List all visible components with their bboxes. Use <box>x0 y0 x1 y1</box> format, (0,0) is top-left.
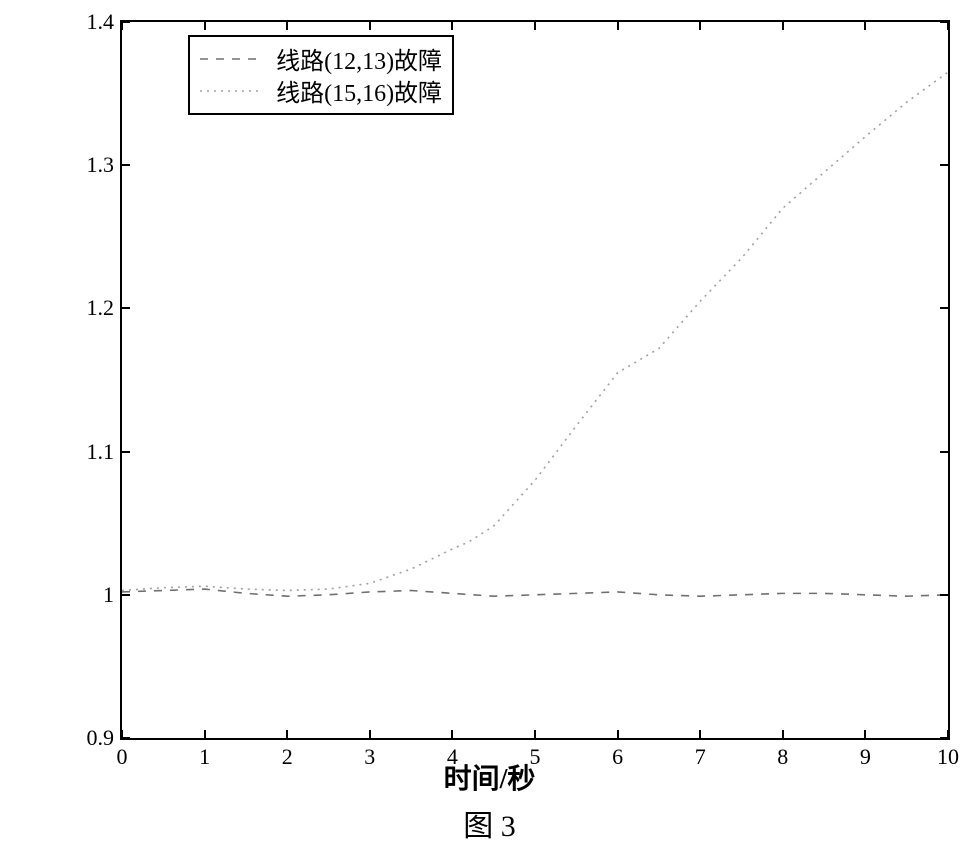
x-tick-label: 3 <box>364 744 375 770</box>
legend: 线路(12,13)故障 线路(15,16)故障 <box>188 35 454 115</box>
y-tick-label: 1 <box>103 582 114 608</box>
y-tick-label: 1.4 <box>87 9 115 35</box>
legend-swatch-2 <box>200 81 260 101</box>
x-tick-label: 7 <box>695 744 706 770</box>
legend-row-1: 线路(12,13)故障 <box>200 43 442 75</box>
x-tick-label: 9 <box>860 744 871 770</box>
plot-lines <box>122 22 948 738</box>
x-tick <box>369 22 371 30</box>
x-tick-label: 1 <box>199 744 210 770</box>
x-tick <box>204 22 206 30</box>
y-tick <box>122 737 130 739</box>
y-tick-label: 1.3 <box>87 152 115 178</box>
x-tick <box>947 22 949 30</box>
x-tick <box>121 22 123 30</box>
x-tick <box>864 730 866 738</box>
y-tick <box>122 451 130 453</box>
x-tick <box>864 22 866 30</box>
x-tick <box>451 22 453 30</box>
figure-caption: 图 3 <box>463 801 516 845</box>
x-tick-label: 2 <box>282 744 293 770</box>
x-tick <box>534 730 536 738</box>
x-tick <box>782 730 784 738</box>
series-line <box>122 589 948 596</box>
y-tick <box>940 307 948 309</box>
y-tick <box>122 164 130 166</box>
y-tick <box>940 451 948 453</box>
x-tick <box>617 730 619 738</box>
y-tick-label: 0.9 <box>87 725 115 751</box>
y-tick <box>940 164 948 166</box>
plot-area: 线路(12,13)故障 线路(15,16)故障 0.911.11.21.31.4… <box>120 20 950 740</box>
x-tick <box>699 730 701 738</box>
figure-container: 发电机转速偏差/标幺值 线路(12,13)故障 线路(15,16)故障 0.91… <box>0 0 979 851</box>
x-tick <box>451 730 453 738</box>
x-tick <box>121 730 123 738</box>
legend-label-2: 线路(15,16)故障 <box>276 73 442 108</box>
x-tick <box>699 22 701 30</box>
x-tick <box>204 730 206 738</box>
x-axis-label: 时间/秒 <box>444 757 536 797</box>
x-tick-label: 8 <box>777 744 788 770</box>
x-tick <box>947 730 949 738</box>
y-tick <box>122 307 130 309</box>
legend-label-1: 线路(12,13)故障 <box>276 41 442 76</box>
y-tick <box>122 21 130 23</box>
x-tick <box>369 730 371 738</box>
legend-swatch-1 <box>200 49 260 69</box>
x-tick <box>534 22 536 30</box>
x-tick-label: 0 <box>117 744 128 770</box>
x-tick <box>617 22 619 30</box>
x-tick <box>286 22 288 30</box>
legend-row-2: 线路(15,16)故障 <box>200 75 442 107</box>
series-line <box>122 72 948 590</box>
x-tick-label: 6 <box>612 744 623 770</box>
y-tick <box>122 594 130 596</box>
y-tick-label: 1.1 <box>87 439 115 465</box>
x-tick <box>286 730 288 738</box>
x-tick <box>782 22 784 30</box>
y-tick-label: 1.2 <box>87 295 115 321</box>
x-tick-label: 10 <box>937 744 959 770</box>
y-tick <box>940 594 948 596</box>
